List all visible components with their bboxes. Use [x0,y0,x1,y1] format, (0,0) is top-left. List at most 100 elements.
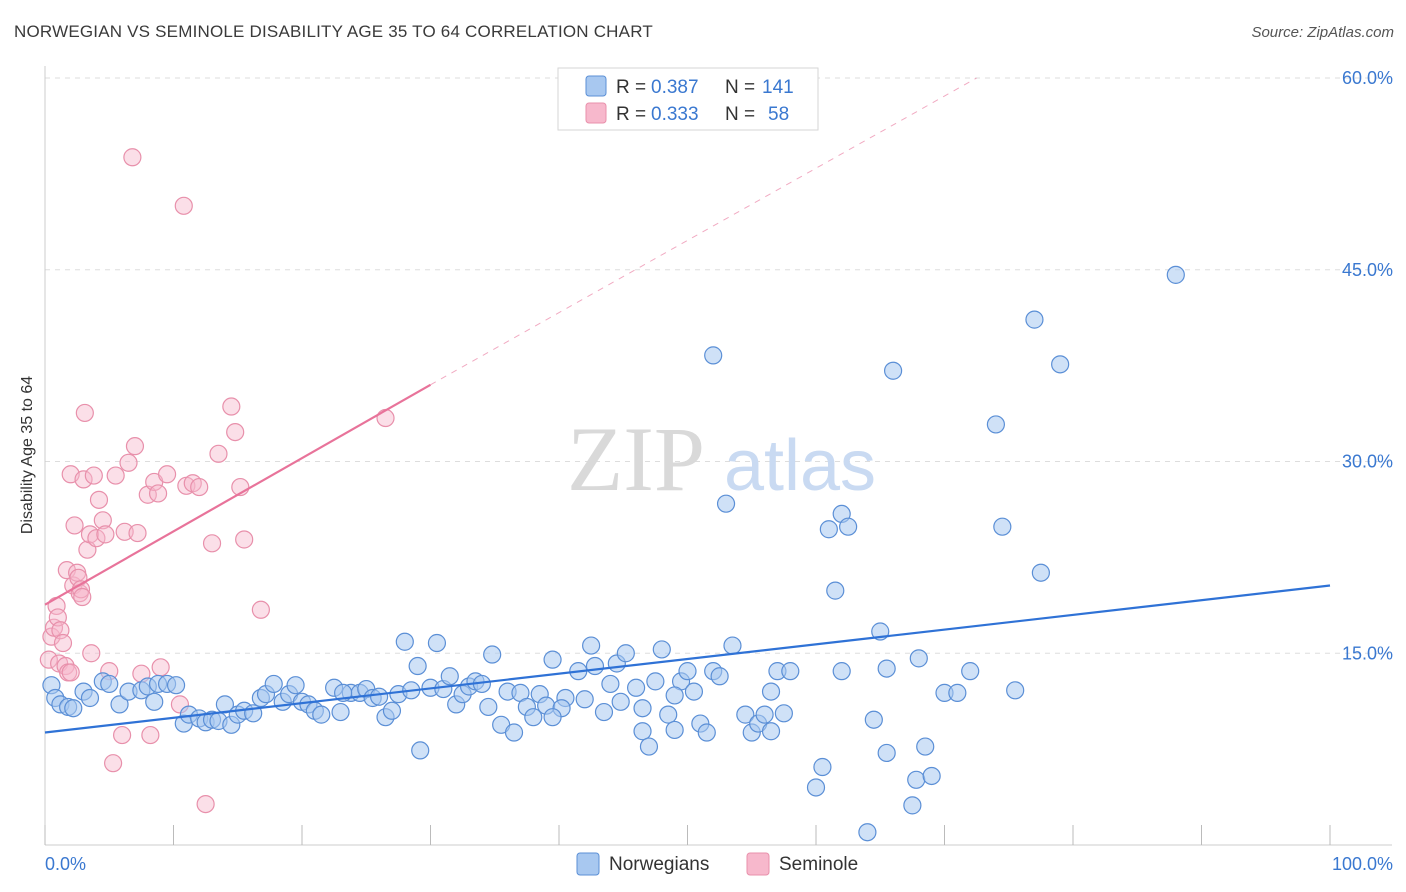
norwegians-point [427,633,447,653]
bottom-legend-swatch-seminole [746,852,770,876]
norwegians-point [710,667,729,686]
seminole-points [39,148,395,814]
norwegians-point [100,674,119,694]
norwegians-point [504,723,524,742]
norwegians-trend-line [44,584,1331,734]
norwegians-point [1006,681,1025,700]
norwegians-point [993,517,1012,536]
norwegians-point [665,686,684,705]
norwegians-point [1025,310,1044,329]
legend-r-value-2: 0.333 [651,104,699,125]
norwegians-point [922,766,941,786]
norwegians-point [813,757,832,777]
norwegians-point [961,662,980,681]
norwegians-point [633,699,652,718]
norwegians-point [1166,265,1185,284]
seminole-point [157,465,177,484]
legend-r-label-2: R = [616,104,646,125]
norwegians-point [582,636,601,655]
seminole-point [75,403,94,423]
source-label: Source: ZipAtlas.com [1251,24,1394,41]
norwegians-point [716,494,736,513]
legend-r-value-1: 0.387 [651,77,699,98]
norwegians-point [633,722,652,741]
seminole-point [235,530,254,549]
legend: R = 0.387 N = 141 R = 0.333 N = 58 [557,67,819,131]
seminole-point [190,477,209,497]
norwegians-point [312,705,331,724]
norwegians-point [659,705,678,724]
norwegians-point [166,676,186,695]
seminole-point [222,397,241,416]
legend-n-label-2: N = [725,104,755,125]
seminole-point [39,650,58,669]
seminole-point [87,529,106,548]
norwegians-point [839,517,858,536]
trend-lines [44,77,1331,734]
norwegians-point [64,699,83,718]
seminole-point [141,725,160,745]
norwegians-point [858,823,877,842]
legend-swatch-seminole [585,102,607,124]
norwegians-point [652,640,671,659]
seminole-point [209,444,228,463]
norwegians-point [678,662,697,681]
watermark-atlas: atlas [724,426,876,506]
norwegians-point [411,741,430,760]
bottom-legend-seminole: Seminole [779,854,858,875]
seminole-point [104,754,123,773]
seminole-point [89,490,109,509]
seminole-point [376,408,395,428]
seminole-point [74,470,93,489]
bottom-legend-swatch-norwegians [576,852,600,876]
norwegians-point [1051,355,1070,374]
norwegians-point [774,704,793,723]
norwegians-point [370,687,389,706]
norwegians-point [684,682,704,701]
norwegians-point [1031,563,1050,582]
norwegians-point [806,778,826,797]
seminole-trend-extension [430,77,977,386]
norwegians-point [755,705,774,724]
chart-title: NORWEGIAN VS SEMINOLE DISABILITY AGE 35 … [14,22,653,41]
norwegians-point [80,688,100,708]
seminole-point [148,484,168,503]
norwegians-point [761,682,781,701]
y-tick-label: 30.0% [1342,452,1393,472]
seminole-trend-line [44,383,432,606]
norwegians-point [723,636,742,655]
x-tick-label: 0.0% [45,854,86,874]
seminole-point [93,511,112,530]
norwegians-point [665,720,684,740]
norwegians-point [483,645,502,664]
bottom-legend-norwegians: Norwegians [609,854,709,875]
norwegians-point [864,710,883,729]
norwegians-point [601,674,620,694]
seminole-point [151,658,170,677]
seminole-point [112,725,132,745]
seminole-point [106,466,125,485]
norwegians-point [877,659,896,678]
norwegians-point [883,361,903,380]
x-tick-label: 100.0% [1332,854,1393,874]
seminole-point [125,437,145,456]
seminole-point [251,600,270,619]
norwegians-point [524,708,543,727]
norwegians-point [440,667,459,686]
norwegians-point [781,662,800,681]
seminole-point [226,422,245,442]
norwegians-point [479,697,498,717]
legend-n-value-2: 58 [768,104,789,125]
seminole-point [53,633,73,653]
seminole-point [84,466,103,485]
grid [45,77,1392,654]
norwegians-point [986,415,1006,434]
y-tick-label: 45.0% [1342,260,1393,280]
seminole-point [123,148,142,167]
bottom-legend: Norwegians Seminole [576,852,858,876]
seminole-point [174,196,193,215]
legend-n-label-1: N = [725,77,755,98]
norwegians-point [761,722,781,741]
norwegians-point [907,770,926,789]
